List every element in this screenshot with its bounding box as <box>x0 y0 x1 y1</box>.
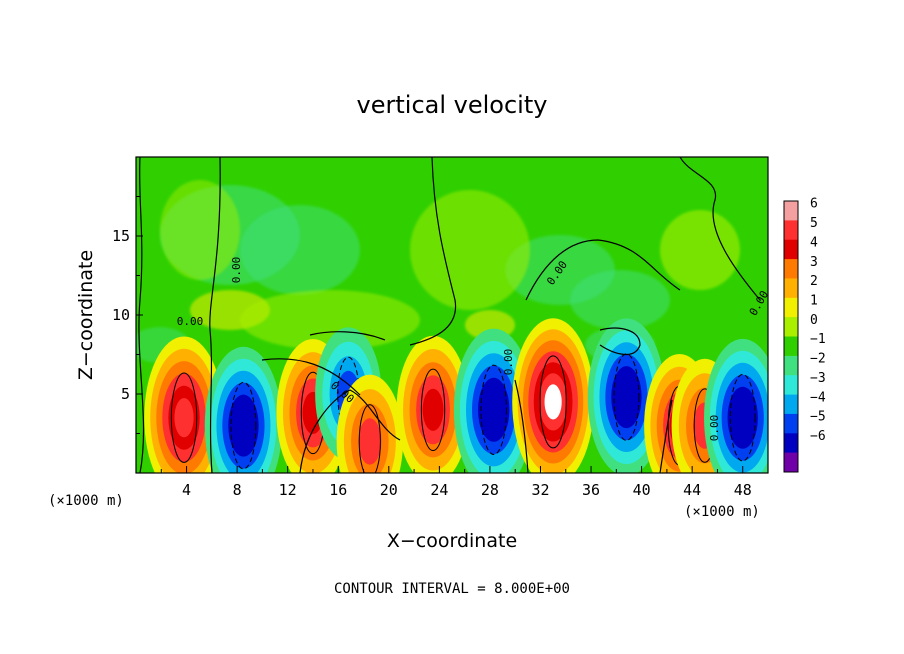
x-tick-label: 44 <box>683 481 701 499</box>
contour-line <box>309 331 386 341</box>
colorbar-swatch <box>784 375 798 396</box>
updraft-cell <box>396 335 470 473</box>
colorbar-swatch <box>784 336 798 357</box>
colorbar-tick-label: 1 <box>810 294 818 309</box>
x-tick-label: 12 <box>279 481 297 499</box>
colorbar-swatch <box>784 394 798 415</box>
cell-contour <box>729 373 756 462</box>
y-tick-label: 15 <box>112 227 130 245</box>
contour-label: 0.00 <box>708 415 721 442</box>
y-axis-label: Z−coordinate <box>75 250 97 380</box>
x-axis-label: X−coordinate <box>387 530 517 552</box>
x-tick-label: 8 <box>233 481 242 499</box>
cell-band <box>422 388 444 431</box>
colorbar-swatch <box>784 201 798 221</box>
x-tick-label: 4 <box>182 481 191 499</box>
colorbar-swatch <box>784 259 798 279</box>
contour-label: 0.00 <box>502 349 515 376</box>
cell-band <box>358 418 382 465</box>
x-tick-label: 40 <box>633 481 651 499</box>
x-tick-label: 32 <box>531 481 549 499</box>
background-patch <box>160 180 240 280</box>
colorbar-swatch <box>784 413 798 434</box>
colorbar-tick-label: −2 <box>810 352 826 367</box>
colorbar-swatch <box>784 452 798 473</box>
colorbar-tick-label: 0 <box>810 313 818 328</box>
contour-line <box>679 157 761 301</box>
x-tick-label: 36 <box>582 481 600 499</box>
cell-contour <box>613 353 640 441</box>
x-tick-label: 24 <box>430 481 448 499</box>
colorbar-tick-label: 2 <box>810 274 818 289</box>
updraft-cell <box>144 336 224 473</box>
colorbar-tick-label: −3 <box>810 371 826 386</box>
zero-contour-lines <box>138 157 761 473</box>
cell-contour <box>170 372 198 463</box>
colorbar-tick-label: −1 <box>810 332 826 347</box>
colorbar-swatch <box>784 355 798 376</box>
y-axis-ticks: 5 10 15 <box>112 196 143 434</box>
colorbar-tick-label: 4 <box>810 235 818 250</box>
updraft-cell <box>512 318 595 473</box>
colorbar-tick-label: 3 <box>810 255 818 270</box>
cell-contour <box>358 404 381 473</box>
background-patch <box>410 190 530 310</box>
cell-contour <box>420 368 446 451</box>
contour-line <box>659 399 673 473</box>
y-tick-label: 10 <box>112 306 130 324</box>
contour-line <box>299 389 401 473</box>
colorbar-tick-label: 5 <box>810 216 818 231</box>
x-tick-label: 20 <box>380 481 398 499</box>
background-patch <box>660 210 740 290</box>
cell-band <box>544 384 562 420</box>
x-unit-right: (×1000 m) <box>684 504 760 520</box>
x-tick-label: 16 <box>329 481 347 499</box>
y-tick-label: 5 <box>121 385 130 403</box>
cell-contour <box>539 355 567 449</box>
background-patch <box>570 270 670 330</box>
background-patch <box>240 205 360 295</box>
cell-band <box>174 398 194 438</box>
colorbar-swatch <box>784 433 798 454</box>
x-tick-label: 48 <box>734 481 752 499</box>
plot-area <box>136 157 768 473</box>
contour-line <box>138 157 145 473</box>
colorbar-tick-label: 6 <box>810 197 818 212</box>
colorbar-tick-label: −4 <box>810 390 826 405</box>
downdraft-cell <box>453 328 534 473</box>
cell-contour <box>480 364 507 455</box>
downdraft-cell <box>704 338 768 473</box>
background-patch <box>240 290 420 350</box>
colorbar: 6 5 4 3 2 1 0 −1 −2 −3 −4 −5 −6 <box>783 197 826 473</box>
contour-line <box>599 327 641 355</box>
cell-band <box>733 398 753 437</box>
contour-interval-footer: CONTOUR INTERVAL = 8.000E+00 <box>334 581 570 597</box>
x-tick-label: 28 <box>481 481 499 499</box>
contour-line <box>525 239 681 301</box>
colorbar-tick-label: −6 <box>810 429 826 444</box>
chart-title: vertical velocity <box>357 91 548 119</box>
x-axis-ticks: 4 8 12 16 20 24 28 32 36 40 44 48 <box>160 466 752 499</box>
velocity-field <box>136 180 768 473</box>
colorbar-frame <box>783 200 799 473</box>
contour-label: 0.00 <box>177 315 204 328</box>
colorbar-swatch <box>784 317 798 337</box>
colorbar-swatch <box>784 278 798 299</box>
x-unit-left: (×1000 m) <box>48 493 124 509</box>
contour-line <box>514 379 529 473</box>
cell-band <box>484 390 504 430</box>
cell-band <box>234 406 253 445</box>
colorbar-swatch <box>784 220 798 241</box>
colorbar-swatch <box>784 297 798 318</box>
contour-line <box>209 157 221 473</box>
contour-line <box>409 157 457 346</box>
contour-line <box>261 358 361 396</box>
cell-band <box>617 378 636 417</box>
contour-label: 0.00 <box>230 257 243 284</box>
colorbar-tick-label: −5 <box>810 410 826 425</box>
cell-contour <box>230 381 257 470</box>
colorbar-swatch <box>784 239 798 260</box>
downdraft-cell <box>204 346 283 473</box>
